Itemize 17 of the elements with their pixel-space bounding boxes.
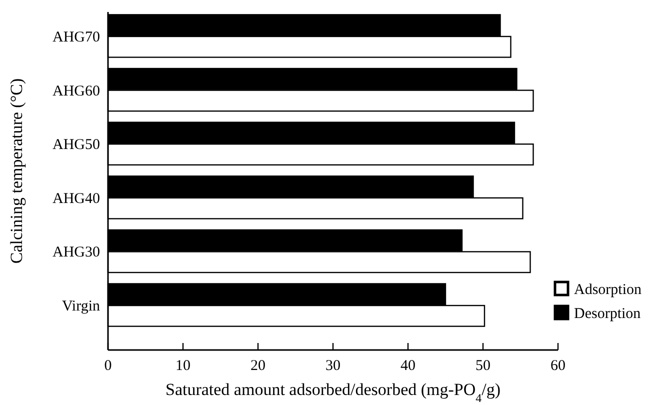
y-tick-label: Virgin [62, 298, 100, 315]
y-tick-label: AHG30 [52, 244, 100, 261]
y-tick-label: AHG40 [52, 190, 100, 207]
y-tick-label: AHG70 [52, 29, 100, 46]
legend-label: Adsorption [574, 282, 642, 298]
x-tick-label: 40 [400, 358, 416, 374]
x-tick-label: 20 [250, 358, 266, 374]
x-tick-label: 60 [550, 358, 566, 374]
y-tick-label: AHG50 [52, 137, 100, 154]
y-tick-label: AHG60 [52, 83, 100, 100]
x-tick-label: 30 [326, 358, 340, 374]
x-tick-label: 50 [476, 358, 490, 374]
x-tick-label: 10 [176, 358, 190, 374]
x-tick-label: 0 [104, 358, 112, 374]
y-axis-title: Calcining temperature (°C) [7, 78, 26, 264]
x-axis-title: Saturated amount adsorbed/desorbed (mg-PO$_{4}$/g) [165, 380, 501, 405]
legend-label: Desorption [574, 306, 642, 322]
